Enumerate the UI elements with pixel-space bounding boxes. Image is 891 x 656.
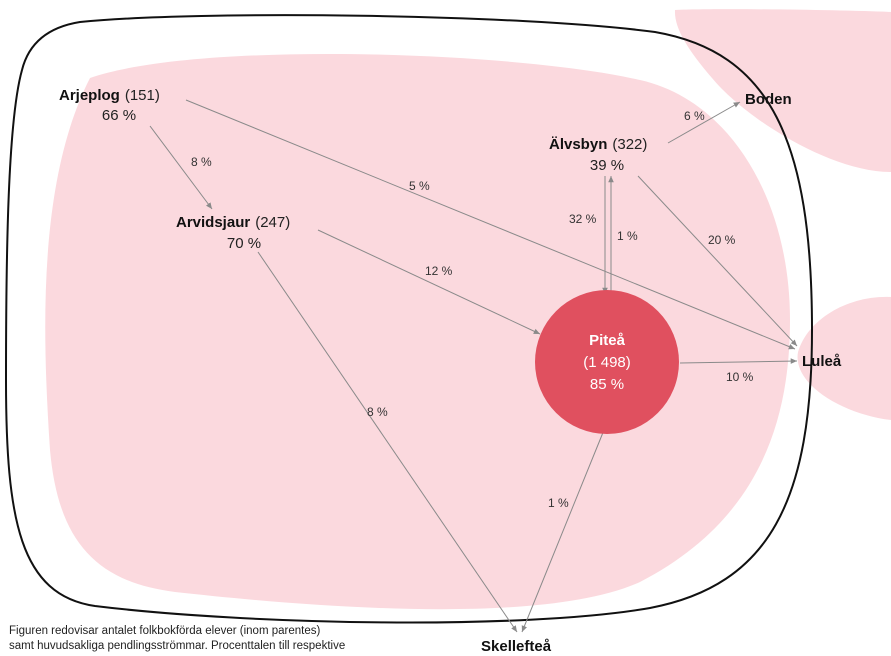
pitea-node	[535, 290, 679, 434]
arvidsjaur-percentage: 70 %	[227, 235, 261, 252]
flow-label-alvsbyn-lulea: 20 %	[708, 233, 736, 247]
alvsbyn-name: Älvsbyn	[549, 136, 607, 153]
arjeplog-label: Arjeplog (151)	[59, 87, 160, 104]
home-region	[45, 53, 790, 610]
flow-arrow-arvidsjaur-skelleftea	[257, 251, 518, 633]
boden-region	[674, 9, 891, 173]
flow-arrow-pitea-lulea	[679, 358, 798, 364]
lulea-region	[797, 296, 891, 420]
alvsbyn-percentage: 39 %	[590, 157, 624, 174]
arjeplog-count: (151)	[125, 87, 160, 104]
caption-line-1: Figuren redovisar antalet folkbokförda e…	[9, 625, 321, 637]
flow-label-arvidsjaur-pitea: 12 %	[425, 264, 453, 278]
boden-label: Boden	[745, 91, 792, 108]
flow-label-pitea-lulea: 10 %	[726, 370, 754, 384]
flow-label-arvidsjaur-skelleftea: 8 %	[367, 405, 388, 419]
region-boundary	[4, 14, 814, 624]
flow-arrow-alvsbyn-lulea	[637, 175, 798, 347]
pitea-percentage: 85 %	[590, 376, 624, 393]
arjeplog-name: Arjeplog	[59, 87, 120, 104]
flow-label-arjeplog-arvidsjaur: 8 %	[191, 155, 212, 169]
flow-arrow-alvsbyn-boden	[667, 101, 741, 144]
flow-label-pitea-skelleftea: 1 %	[548, 496, 569, 510]
arvidsjaur-label: Arvidsjaur (247)	[176, 214, 290, 231]
flow-arrow-arvidsjaur-pitea	[317, 229, 541, 335]
arjeplog-percentage: 66 %	[102, 107, 136, 124]
skelleftea-label: Skellefteå	[481, 638, 552, 655]
flow-label-arjeplog-lulea: 5 %	[409, 179, 430, 193]
flow-label-alvsbyn-pitea: 32 %	[569, 212, 597, 226]
arvidsjaur-count: (247)	[255, 214, 290, 231]
pitea-count: (1 498)	[583, 354, 631, 371]
lulea-label: Luleå	[802, 353, 842, 370]
flow-arrow-arjeplog-arvidsjaur	[149, 125, 213, 210]
alvsbyn-count: (322)	[612, 136, 647, 153]
flow-label-pitea-alvsbyn: 1 %	[617, 229, 638, 243]
caption-line-2: samt huvudsakliga pendlingsströmmar. Pro…	[9, 640, 346, 652]
flow-label-alvsbyn-boden: 6 %	[684, 109, 705, 123]
flow-arrow-pitea-skelleftea	[521, 429, 605, 633]
flow-arrow-arjeplog-lulea	[185, 99, 796, 350]
alvsbyn-label: Älvsbyn (322)	[549, 136, 647, 153]
pitea-name: Piteå	[589, 332, 626, 349]
figure-caption: Figuren redovisar antalet folkbokförda e…	[9, 624, 439, 654]
arvidsjaur-name: Arvidsjaur	[176, 214, 250, 231]
